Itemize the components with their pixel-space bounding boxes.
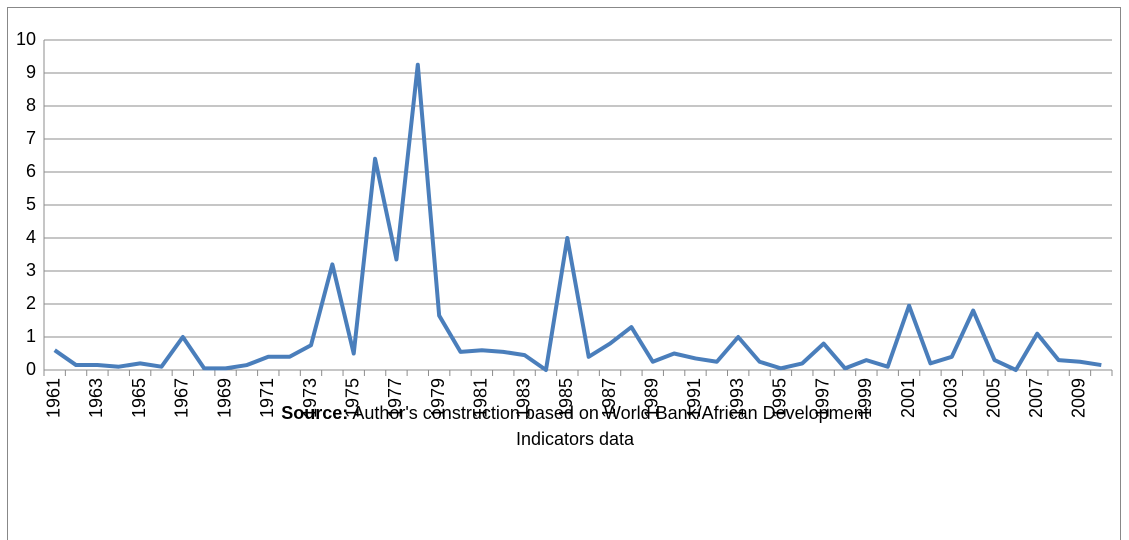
- x-tick-label: 1975: [342, 378, 362, 418]
- x-tick-label: 1993: [727, 378, 747, 418]
- x-tick-label: 2001: [898, 378, 918, 418]
- x-tick-label: 1961: [43, 378, 63, 418]
- y-tick-label: 4: [26, 227, 36, 247]
- x-tick-label: 1985: [556, 378, 576, 418]
- y-tick-label: 9: [26, 62, 36, 82]
- data-line: [53, 62, 1102, 372]
- x-tick-label: 1977: [385, 378, 405, 418]
- x-tick-label: 1965: [129, 378, 149, 418]
- x-tick-label: 2009: [1069, 378, 1089, 418]
- x-tick-label: 1981: [471, 378, 491, 418]
- y-tick-label: 8: [26, 95, 36, 115]
- x-tick-label: 1989: [642, 378, 662, 418]
- x-tick-label: 1967: [172, 378, 192, 418]
- y-tick-label: 2: [26, 293, 36, 313]
- source-text: Author's construction based on World Ban…: [352, 403, 869, 449]
- x-tick-label: 2003: [941, 378, 961, 418]
- x-tick-label: 1963: [86, 378, 106, 418]
- y-tick-label: 3: [26, 260, 36, 280]
- x-tick-label: 2007: [1026, 378, 1046, 418]
- x-tick-label: 1987: [599, 378, 619, 418]
- y-tick-label: 10: [16, 29, 36, 49]
- y-tick-label: 6: [26, 161, 36, 181]
- y-tick-label: 7: [26, 128, 36, 148]
- x-tick-label: 1971: [257, 378, 277, 418]
- chart-border: [7, 7, 1121, 540]
- x-tick-label: 1973: [300, 378, 320, 418]
- y-tick-label: 1: [26, 326, 36, 346]
- x-tick-label: 2005: [983, 378, 1003, 418]
- x-tick-label: 1999: [855, 378, 875, 418]
- x-tick-label: 1991: [684, 378, 704, 418]
- x-tick-label: 1995: [770, 378, 790, 418]
- y-tick-label: 5: [26, 194, 36, 214]
- y-tick-label: 0: [26, 359, 36, 379]
- x-tick-label: 1979: [428, 378, 448, 418]
- x-tick-label: 1997: [812, 378, 832, 418]
- source-label: Source:: [281, 403, 349, 423]
- x-tick-label: 1969: [214, 378, 234, 418]
- source-note: Source: Author's construction based on W…: [265, 400, 885, 452]
- x-tick-label: 1983: [513, 378, 533, 418]
